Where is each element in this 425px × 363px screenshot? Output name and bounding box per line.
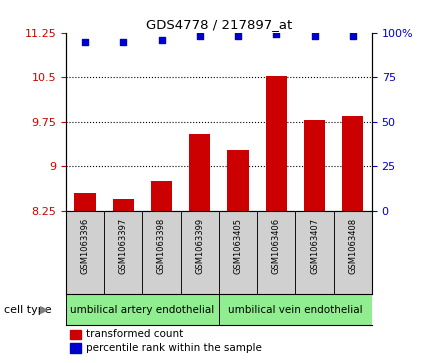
Text: GSM1063396: GSM1063396 — [80, 217, 90, 274]
Bar — [334, 211, 372, 294]
Bar — [71, 343, 81, 353]
Bar — [142, 211, 181, 294]
Title: GDS4778 / 217897_at: GDS4778 / 217897_at — [146, 19, 292, 32]
Bar — [189, 134, 210, 211]
Bar — [304, 120, 325, 211]
Point — [196, 33, 203, 39]
Bar — [71, 330, 81, 339]
Text: GSM1063405: GSM1063405 — [233, 217, 243, 274]
Text: ▶: ▶ — [40, 305, 49, 315]
Bar — [219, 294, 372, 325]
Bar — [74, 193, 96, 211]
Text: GSM1063406: GSM1063406 — [272, 217, 281, 274]
Bar — [181, 211, 219, 294]
Text: GSM1063399: GSM1063399 — [195, 217, 204, 274]
Bar — [104, 211, 142, 294]
Bar — [295, 211, 334, 294]
Point — [158, 37, 165, 43]
Text: transformed count: transformed count — [86, 329, 183, 339]
Text: umbilical vein endothelial: umbilical vein endothelial — [228, 305, 363, 315]
Bar — [66, 211, 104, 294]
Text: GSM1063407: GSM1063407 — [310, 217, 319, 274]
Point — [349, 33, 356, 39]
Bar — [151, 181, 172, 211]
Text: GSM1063408: GSM1063408 — [348, 217, 357, 274]
Text: percentile rank within the sample: percentile rank within the sample — [86, 343, 262, 353]
Point — [273, 32, 280, 37]
Text: umbilical artery endothelial: umbilical artery endothelial — [70, 305, 215, 315]
Bar — [219, 211, 257, 294]
Bar — [227, 150, 249, 211]
Text: GSM1063397: GSM1063397 — [119, 217, 128, 274]
Point — [311, 33, 318, 39]
Bar — [66, 294, 219, 325]
Bar — [257, 211, 295, 294]
Bar — [113, 199, 134, 211]
Text: GSM1063398: GSM1063398 — [157, 217, 166, 274]
Text: cell type: cell type — [4, 305, 52, 315]
Point — [82, 39, 88, 45]
Bar — [342, 116, 363, 211]
Bar — [266, 76, 287, 211]
Point — [120, 39, 127, 45]
Point — [235, 33, 241, 39]
